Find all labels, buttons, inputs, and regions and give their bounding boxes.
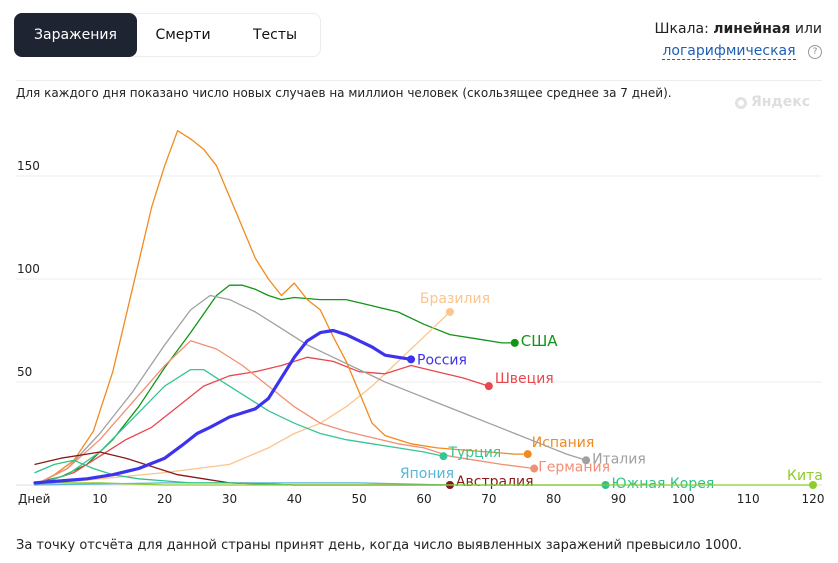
brand-name: Яндекс [750,94,810,110]
scale-linear-option[interactable]: линейная [713,21,791,37]
x-tick-label: 90 [611,492,626,506]
x-tick-label: 60 [416,492,431,506]
series-label-кита: Кита [787,468,823,484]
scale-prefix: Шкала: [654,21,709,37]
tab-infections[interactable]: Заражения [14,13,137,57]
series-line-германия [34,340,535,486]
series-end-point-россия [407,355,416,364]
series-end-point-кита [809,481,817,489]
series-line-кита [34,482,814,486]
series-line-бразилия [34,311,451,486]
series-label-бразилия: Бразилия [420,291,490,307]
x-tick-label: 80 [546,492,561,506]
series-label-германия: Германия [538,460,610,476]
y-tick-label: 100 [17,262,40,276]
x-tick-label: 70 [481,492,496,506]
x-tick-label: 30 [222,492,237,506]
x-tick-label: 50 [352,492,367,506]
x-tick-label: 110 [737,492,760,506]
series-line-испания [34,130,529,486]
series-label-южная-корея: Южная Корея [612,476,715,492]
series-label-россия: Россия [417,352,467,368]
series-end-point-германия [530,464,539,473]
series-line-россия [33,328,413,485]
series-label-турция: Турция [447,445,501,461]
series-end-point-бразилия [445,307,454,316]
x-tick-label: 120 [802,492,825,506]
x-axis-label: Дней [18,492,50,506]
series-line-сша [34,284,516,484]
series-label-испания: Испания [532,435,595,451]
series-line-швеция [34,356,490,486]
series-label-италия: Италия [592,451,646,467]
chart-description: Для каждого дня показано число новых слу… [16,86,672,100]
help-icon[interactable]: ? [808,45,822,59]
scale-log-option[interactable]: логарифмическая [662,43,796,60]
series-end-point-италия [582,456,591,465]
scale-switcher: Шкала: линейная или логарифмическая ? [655,18,822,62]
scale-or: или [794,21,822,37]
series-end-point-испания [523,450,532,459]
footnote: За точку отсчёта для данной страны приня… [16,538,742,553]
series-label-австралия: Австралия [456,474,534,490]
series-end-point-швеция [484,382,493,391]
brand-watermark: Яндекс [734,94,810,110]
series-label-япония: Япония [400,466,454,482]
tab-deaths[interactable]: Смерти [155,27,211,43]
series-line-австралия [34,451,451,486]
y-tick-label: 150 [17,159,40,173]
x-tick-label: 100 [672,492,695,506]
x-tick-label: 20 [157,492,172,506]
series-line-италия [34,294,587,486]
tab-tests[interactable]: Тесты [252,27,298,43]
x-tick-label: 10 [92,492,107,506]
y-tick-label: 50 [17,365,32,379]
series-end-point-турция [439,452,448,461]
yandex-logo-icon [734,97,747,109]
series-line-турция [34,368,445,486]
series-label-швеция: Швеция [495,371,554,387]
x-tick-label: 40 [287,492,302,506]
series-end-point-сша [510,338,519,347]
metric-tabs: Заражения Смерти Тесты [14,13,321,57]
series-label-сша: США [521,332,559,350]
divider [16,80,822,81]
